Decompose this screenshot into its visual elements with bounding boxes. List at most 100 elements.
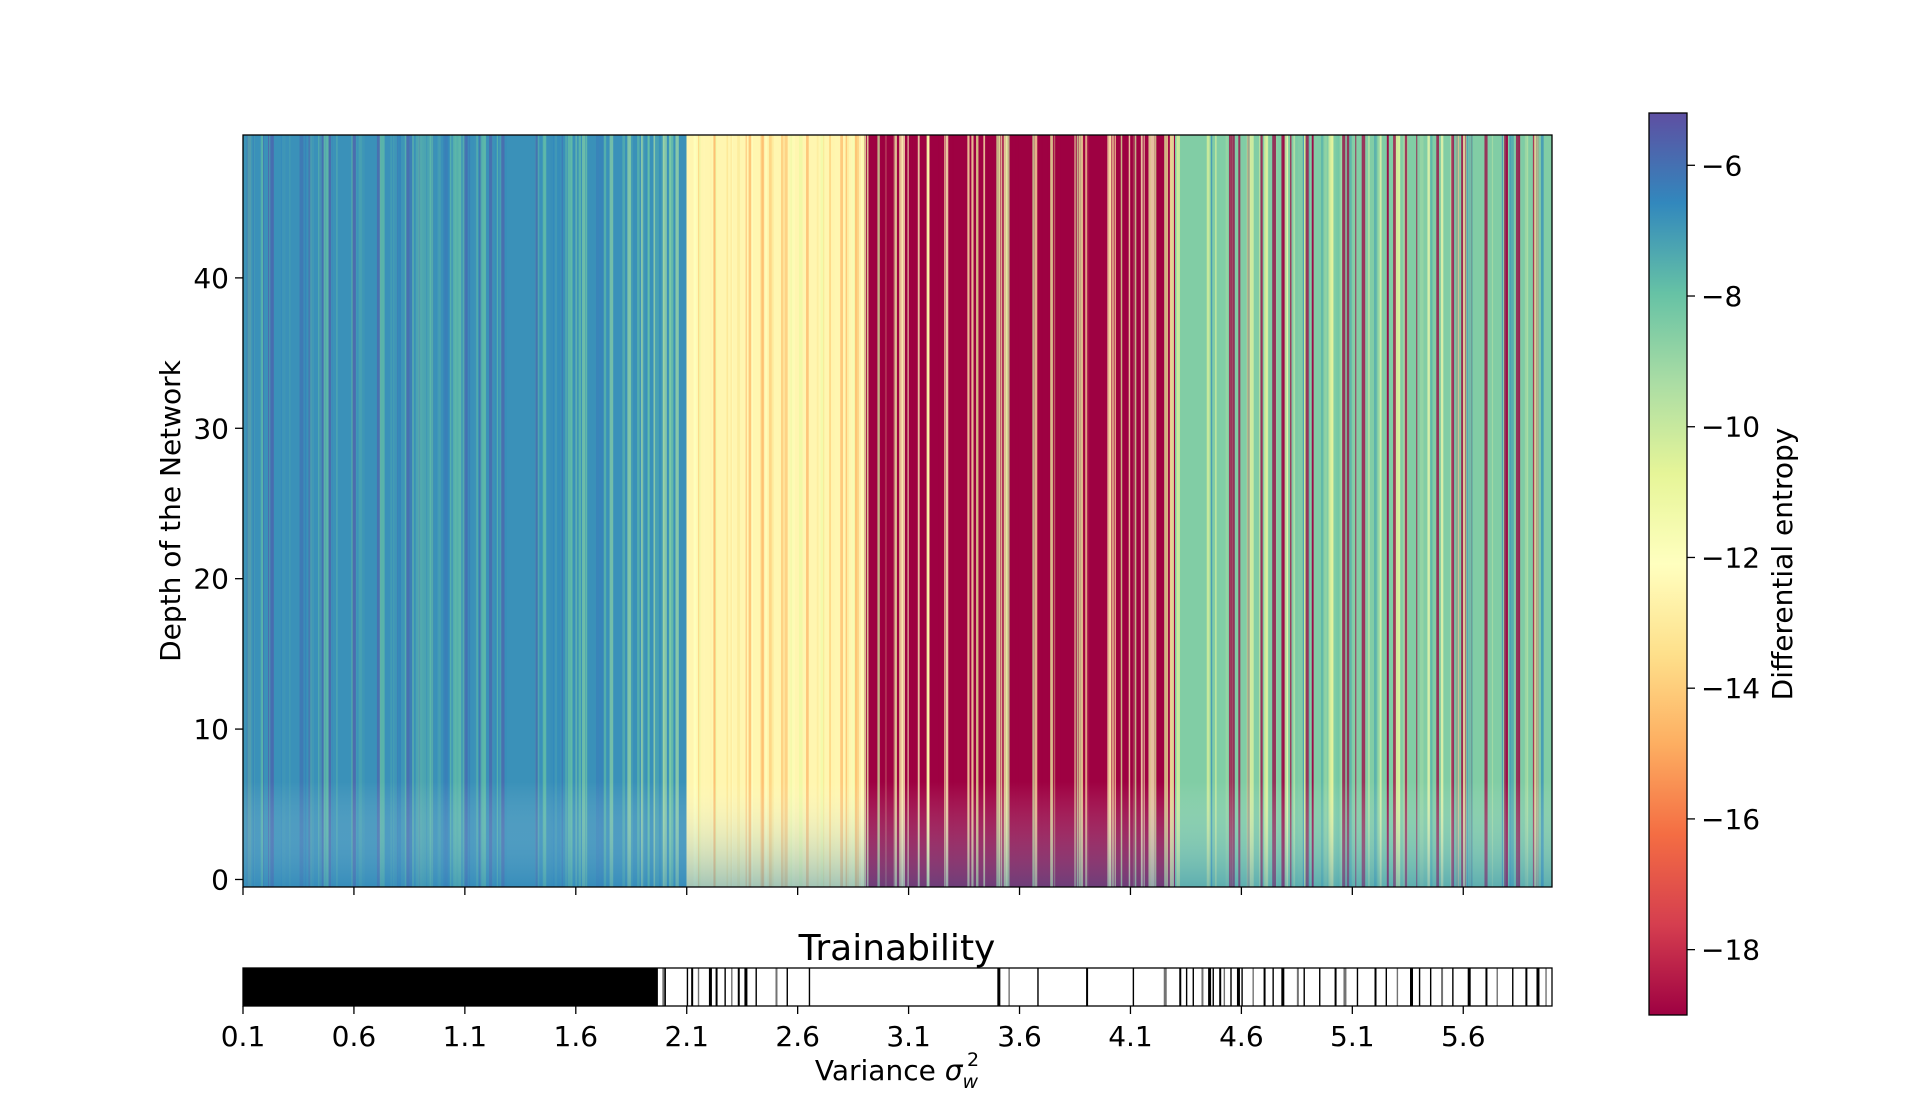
trainable-line (687, 968, 688, 1006)
y-tick-label: 0 (211, 863, 229, 896)
trainable-line (1545, 968, 1546, 1006)
trainable-line (1264, 968, 1266, 1006)
x-tick-label: 1.1 (443, 1020, 488, 1053)
x-tick-label: 4.1 (1108, 1020, 1153, 1053)
x-label-symbol: σ (945, 1054, 964, 1087)
trainable-line (1193, 968, 1194, 1006)
trainable-line (1252, 968, 1253, 1006)
trainable-line (1237, 968, 1240, 1006)
x-tick-label: 0.6 (332, 1020, 377, 1053)
trainable-line (665, 968, 666, 1006)
x-tick-label: 5.1 (1330, 1020, 1375, 1053)
x-tick-label: 3.6 (997, 1020, 1042, 1053)
x-tick-label: 2.1 (664, 1020, 709, 1053)
trainable-line (1219, 968, 1221, 1006)
trainable-line (1441, 968, 1443, 1006)
trainable-line (731, 968, 732, 1006)
trainable-line (1375, 968, 1377, 1006)
trainability-title: Trainability (798, 928, 996, 969)
colorbar-tick-label: −18 (1701, 934, 1760, 967)
trainable-line (738, 968, 740, 1006)
colorbar-fill (1649, 113, 1687, 1015)
y-tick-label: 10 (193, 713, 229, 746)
trainable-line (1008, 968, 1009, 1006)
colorbar-tick-label: −14 (1701, 672, 1760, 705)
trainable-block (243, 968, 658, 1006)
heatmap-y-ticks: 0 10 20 30 40 (193, 262, 243, 897)
heatmap-panel: 0 10 20 30 40 Depth of the Network (154, 135, 1552, 896)
trainable-line (1037, 968, 1038, 1006)
trainable-line (1208, 968, 1211, 1006)
trainable-line (1497, 968, 1498, 1006)
trainable-line (1186, 968, 1187, 1006)
trainable-line (1536, 968, 1539, 1006)
trainable-line (1201, 968, 1203, 1006)
trainable-line (1319, 968, 1320, 1006)
heatmap-depth-shading (243, 135, 1552, 887)
x-tick-label: 5.6 (1441, 1020, 1486, 1053)
trainability-x-ticks: 0.1 0.6 1.1 1.6 2.1 2.6 3.1 3.6 4.1 4.6 5.1 5.6 (221, 1006, 1486, 1053)
trainable-line (997, 968, 1000, 1006)
trainable-line (724, 968, 725, 1006)
trainable-line (716, 968, 718, 1006)
trainable-line (1281, 968, 1284, 1006)
x-tick-label: 2.6 (775, 1020, 820, 1053)
heatmap-y-axis-label: Depth of the Network (154, 359, 187, 662)
trainable-line (1335, 968, 1337, 1006)
colorbar-label: Differential entropy (1766, 428, 1799, 701)
trainable-line (787, 968, 788, 1006)
trainable-line (1419, 968, 1420, 1006)
colorbar-tick-label: −10 (1701, 411, 1760, 444)
trainable-line (1241, 968, 1242, 1006)
trainability-panel: Trainability 0.1 0.6 1.1 1.6 2.1 2.6 3.1 3.6 4.1… (221, 928, 1552, 1093)
trainable-line (1297, 968, 1299, 1006)
trainability-bars (243, 968, 1547, 1006)
trainable-line (744, 968, 747, 1006)
colorbar-tick-label: −6 (1701, 149, 1742, 182)
trainable-line (1230, 968, 1231, 1006)
trainable-line (756, 968, 757, 1006)
x-label-word: Variance (815, 1054, 936, 1087)
trainable-line (1179, 968, 1181, 1006)
trainable-line (1452, 968, 1453, 1006)
x-label-subscript: w (962, 1071, 978, 1093)
x-tick-label: 0.1 (221, 1020, 266, 1053)
x-tick-label: 3.1 (886, 1020, 931, 1053)
trainable-line (1086, 968, 1088, 1006)
colorbar-tick-label: −8 (1701, 280, 1742, 313)
colorbar-tick-label: −12 (1701, 541, 1760, 574)
trainable-line (1468, 968, 1471, 1006)
x-tick-label: 1.6 (554, 1020, 599, 1053)
trainable-line (1525, 968, 1527, 1006)
trainable-line (1133, 968, 1134, 1006)
trainable-line (1430, 968, 1431, 1006)
trainable-line (1213, 968, 1214, 1006)
trainable-line (1224, 968, 1225, 1006)
colorbar-ticks: −6 −8 −10 −12 −14 −16 −18 (1687, 149, 1760, 966)
trainability-x-axis-label: Variance σw2 (815, 1049, 979, 1093)
heatmap-x-ticks (243, 887, 1463, 895)
trainable-line (691, 968, 693, 1006)
y-tick-label: 40 (193, 262, 229, 295)
y-tick-label: 30 (193, 412, 229, 445)
trainable-line (1343, 968, 1346, 1006)
x-label-space (936, 1054, 945, 1087)
trainable-line (1304, 968, 1305, 1006)
trainable-line (1386, 968, 1387, 1006)
y-tick-label: 20 (193, 563, 229, 596)
trainable-line (698, 968, 699, 1006)
trainable-line (1357, 968, 1358, 1006)
trainable-line (1485, 968, 1487, 1006)
trainable-line (1410, 968, 1413, 1006)
trainable-line (775, 968, 777, 1006)
trainable-line (1512, 968, 1513, 1006)
colorbar-tick-label: −16 (1701, 803, 1760, 836)
trainable-line (1164, 968, 1167, 1006)
trainable-line (1272, 968, 1273, 1006)
trainable-line (809, 968, 810, 1006)
trainable-line (709, 968, 712, 1006)
trainable-line (1397, 968, 1398, 1006)
x-tick-label: 4.6 (1219, 1020, 1264, 1053)
x-label-superscript: 2 (967, 1049, 979, 1071)
